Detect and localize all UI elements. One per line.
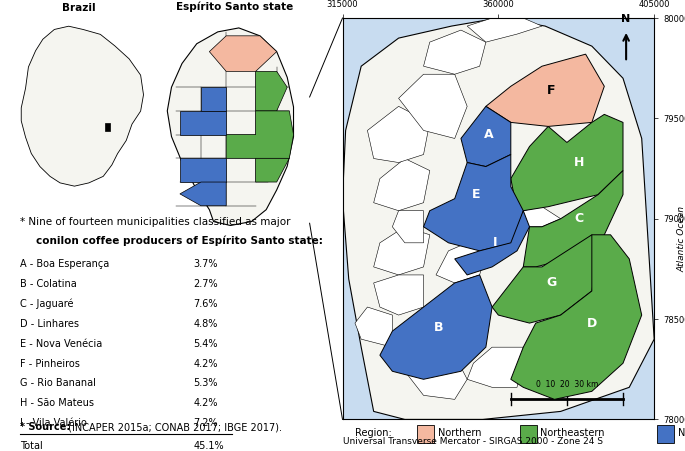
Polygon shape — [355, 307, 393, 347]
Text: G - Rio Bananal: G - Rio Bananal — [20, 378, 96, 388]
Text: B - Colatina: B - Colatina — [20, 279, 77, 289]
Polygon shape — [511, 235, 642, 400]
Text: 5.4%: 5.4% — [194, 339, 218, 349]
Polygon shape — [492, 235, 598, 323]
Polygon shape — [405, 355, 467, 400]
Text: C: C — [575, 212, 584, 225]
Text: F: F — [547, 84, 556, 97]
Text: D: D — [587, 317, 597, 330]
Text: E - Nova Venécia: E - Nova Venécia — [20, 339, 102, 349]
Polygon shape — [105, 123, 110, 131]
Polygon shape — [374, 159, 429, 211]
Text: H - São Mateus: H - São Mateus — [20, 398, 94, 409]
Polygon shape — [423, 30, 486, 74]
Text: (INCAPER 2015a; CONAB 2017; IBGE 2017).: (INCAPER 2015a; CONAB 2017; IBGE 2017). — [65, 423, 282, 433]
Polygon shape — [167, 28, 293, 226]
Text: A: A — [484, 128, 494, 141]
Polygon shape — [380, 275, 492, 379]
Polygon shape — [523, 170, 623, 267]
Bar — [658, 425, 675, 443]
Polygon shape — [467, 347, 523, 387]
Polygon shape — [256, 71, 287, 111]
Text: N: N — [621, 14, 631, 24]
Polygon shape — [423, 155, 523, 251]
Text: Universal Transverse Mercator - SIRGAS 2000 - Zone 24 S: Universal Transverse Mercator - SIRGAS 2… — [342, 437, 603, 446]
Text: Espírito Santo state: Espírito Santo state — [176, 1, 293, 12]
Polygon shape — [486, 54, 604, 126]
Text: 45.1%: 45.1% — [194, 441, 224, 451]
Text: 0  10  20  30 km: 0 10 20 30 km — [536, 380, 598, 388]
Text: Total: Total — [20, 441, 42, 451]
Polygon shape — [210, 36, 277, 71]
Polygon shape — [256, 158, 289, 182]
Polygon shape — [342, 18, 654, 419]
Text: Northwestern: Northwestern — [677, 428, 685, 437]
Polygon shape — [367, 106, 429, 162]
Polygon shape — [21, 26, 143, 186]
Text: 7.6%: 7.6% — [194, 299, 218, 309]
Bar — [417, 425, 434, 443]
Text: Region:: Region: — [355, 428, 392, 437]
Text: D - Linhares: D - Linhares — [20, 319, 79, 329]
Bar — [520, 425, 537, 443]
Text: Atlantic Ocean: Atlantic Ocean — [677, 206, 685, 272]
Polygon shape — [461, 106, 511, 166]
Polygon shape — [455, 211, 530, 275]
Polygon shape — [399, 74, 467, 138]
Text: * Nine of fourteen municipalities classified as major: * Nine of fourteen municipalities classi… — [20, 216, 290, 227]
Text: 7.2%: 7.2% — [194, 419, 219, 428]
Text: I: I — [493, 236, 497, 249]
Text: B: B — [434, 321, 444, 334]
Text: A - Boa Esperança: A - Boa Esperança — [20, 259, 109, 269]
Text: E: E — [472, 188, 481, 201]
Polygon shape — [226, 111, 293, 158]
Polygon shape — [467, 18, 542, 42]
Text: G: G — [546, 276, 556, 290]
Text: 2.7%: 2.7% — [194, 279, 219, 289]
Text: 5.3%: 5.3% — [194, 378, 218, 388]
Polygon shape — [180, 158, 226, 182]
Polygon shape — [180, 182, 226, 206]
Text: I - Vila Valério: I - Vila Valério — [20, 419, 86, 428]
Text: H: H — [574, 156, 584, 169]
Text: 4.8%: 4.8% — [194, 319, 218, 329]
Text: C - Jaguaré: C - Jaguaré — [20, 299, 73, 309]
Text: 4.2%: 4.2% — [194, 398, 218, 409]
Text: Northern: Northern — [438, 428, 481, 437]
Text: Brazil: Brazil — [62, 3, 96, 13]
Text: conilon coffee producers of Espírito Santo state:: conilon coffee producers of Espírito San… — [36, 235, 323, 246]
Text: 3.7%: 3.7% — [194, 259, 218, 269]
Polygon shape — [523, 207, 560, 227]
Text: Northeastern: Northeastern — [540, 428, 605, 437]
Text: 4.2%: 4.2% — [194, 359, 218, 368]
Text: F - Pinheiros: F - Pinheiros — [20, 359, 79, 368]
Polygon shape — [374, 275, 423, 315]
Polygon shape — [201, 87, 226, 111]
Polygon shape — [393, 211, 423, 243]
Text: * Source:: * Source: — [20, 423, 70, 433]
Polygon shape — [511, 115, 623, 211]
Polygon shape — [374, 227, 429, 275]
Polygon shape — [436, 243, 486, 283]
Polygon shape — [180, 111, 226, 134]
